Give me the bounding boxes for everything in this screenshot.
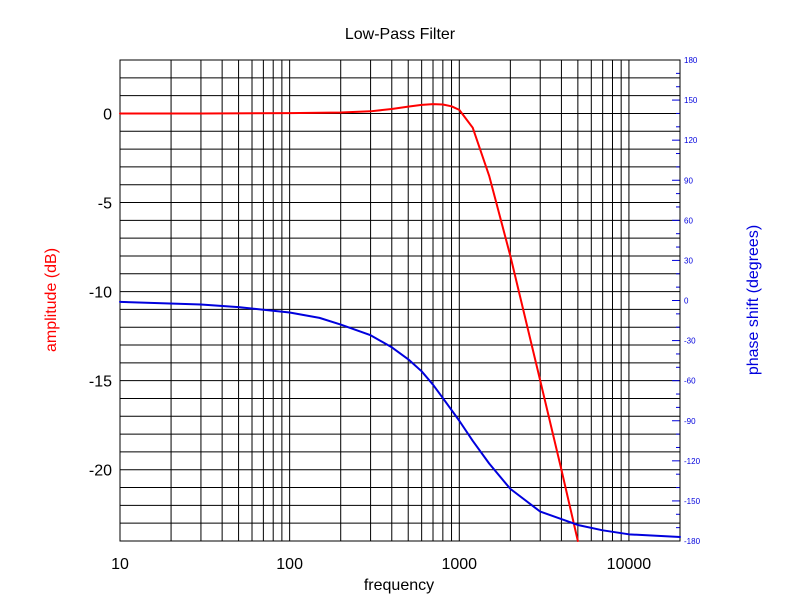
y-left-tick-label: 0 [103,106,112,123]
x-axis-label: frequency [364,577,434,594]
y-right-tick-label: 150 [684,96,698,105]
y-right-tick-label: -120 [684,457,701,466]
grid [119,59,681,542]
y-left-tick-label: -20 [89,463,112,480]
y-left-tick-label: -15 [89,374,112,391]
y-axis-label-left: amplitude (dB) [43,248,60,352]
y-right-tick-label: 90 [684,176,693,185]
amplitude-line [119,103,579,542]
phase-line [119,300,681,538]
y-right-tick-label: -90 [684,417,696,426]
chart-title: Low-Pass Filter [345,26,456,43]
plot-frame [119,59,681,542]
y-left-tick-label: -5 [98,196,112,213]
x-tick-label: 10000 [607,556,652,573]
y-right-tick-label: 0 [684,297,689,306]
y-axis-label-right: phase shift (degrees) [745,225,762,375]
series-layer [119,103,681,542]
y-right-tick-label: 60 [684,216,693,225]
tick-labels: 10 100 1000 10000 0 -5 -10 -15 -20 180 150 120 90 60 3… [89,56,701,573]
y-left-tick-label: -10 [89,285,112,302]
y-right-tick-label: 120 [684,136,698,145]
x-tick-label: 10 [111,556,129,573]
y-right-tick-label: -180 [684,537,701,546]
x-tick-label: 1000 [441,556,477,573]
y-right-tick-label: 30 [684,256,693,265]
y-right-tick-label: -150 [684,497,701,506]
y-right-tick-label: 180 [684,56,698,65]
y-right-tick-label: -60 [684,377,696,386]
x-tick-label: 100 [276,556,303,573]
y-right-tick-label: -30 [684,337,696,346]
